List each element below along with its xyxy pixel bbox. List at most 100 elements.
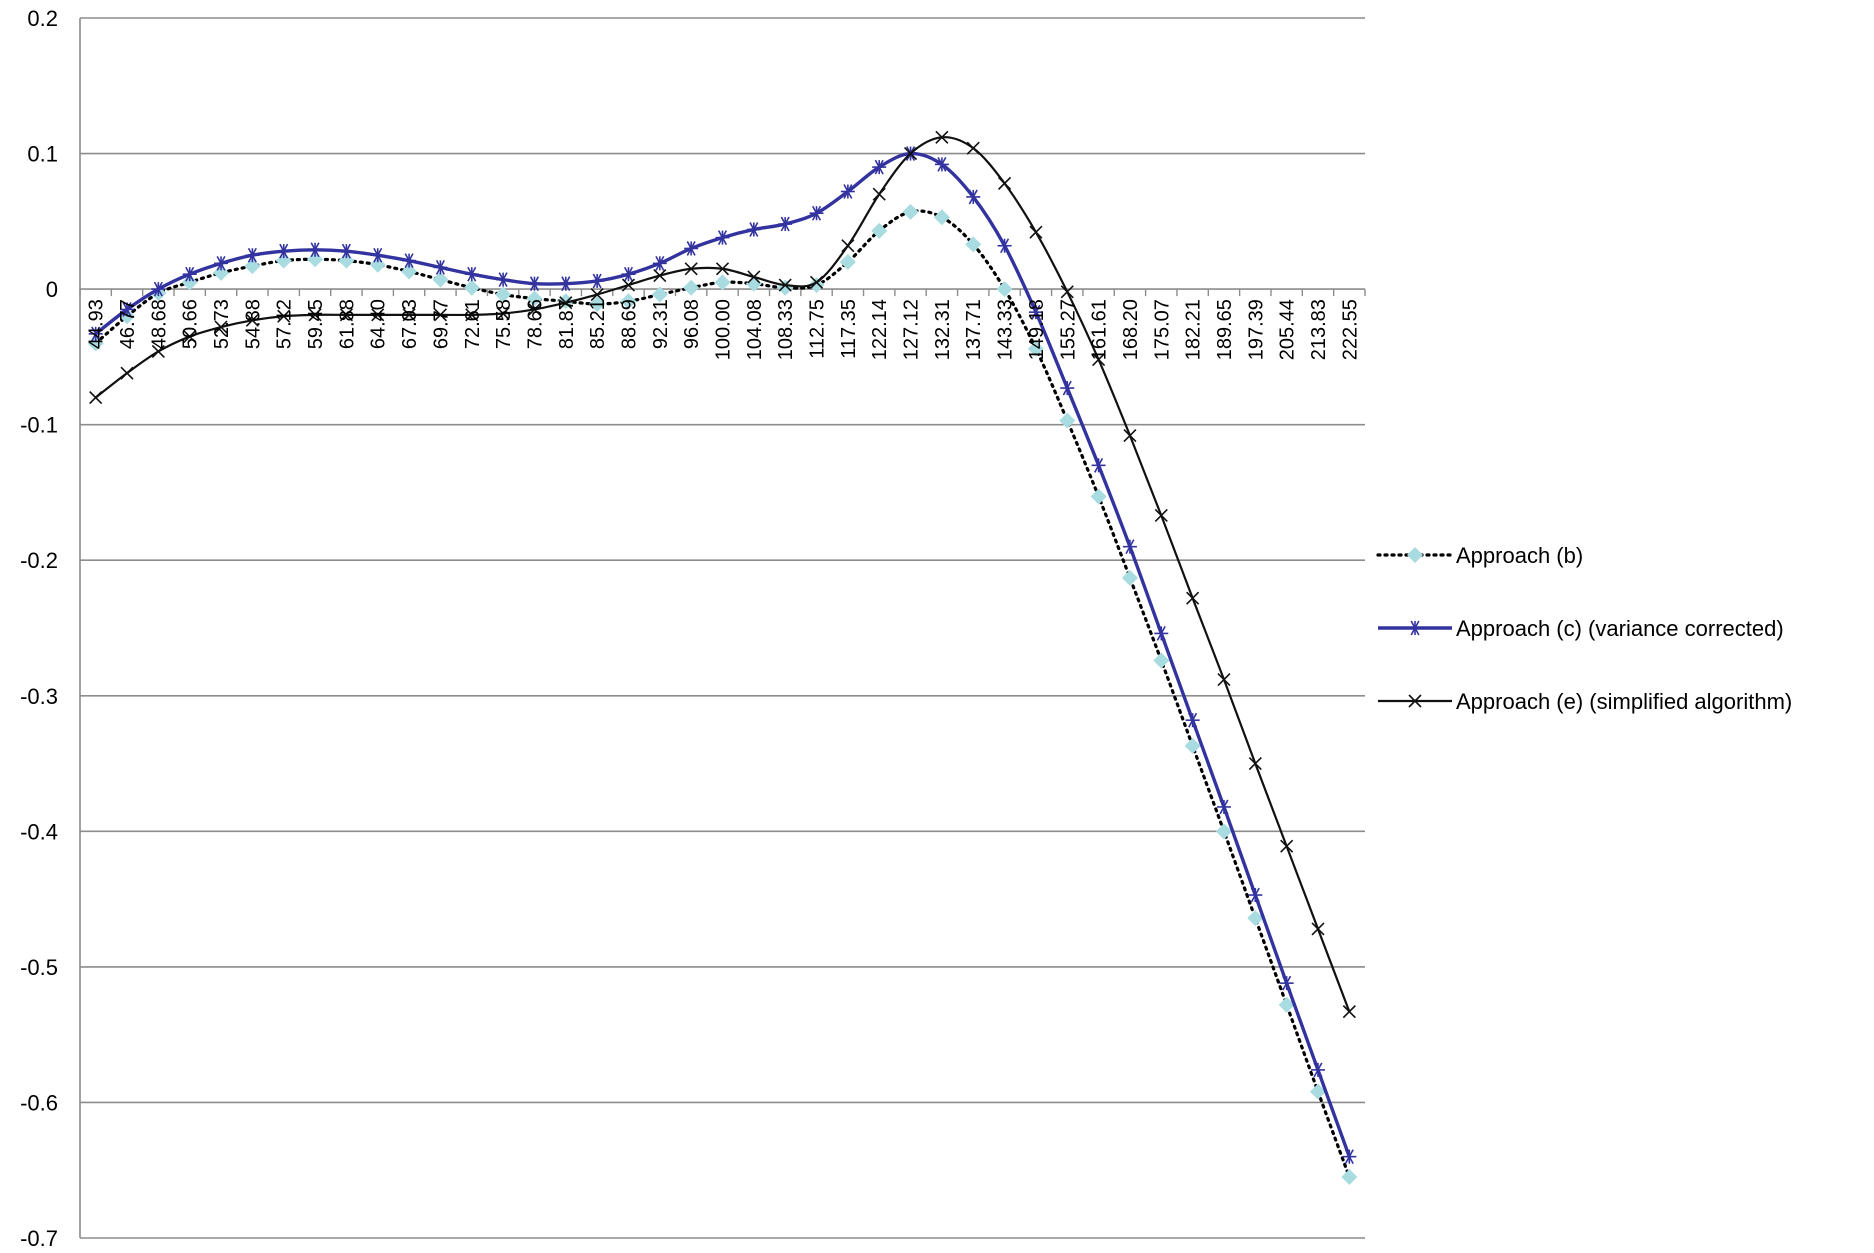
- data-point: [903, 146, 918, 161]
- data-point: [651, 286, 668, 303]
- data-point: [433, 260, 448, 275]
- x-tick-label: 100.00: [713, 299, 735, 360]
- data-point: [935, 130, 949, 144]
- y-tick-label: -0.6: [20, 1090, 58, 1115]
- data-point: [684, 262, 698, 276]
- data-point: [87, 335, 104, 352]
- data-point: [621, 266, 636, 282]
- data-point: [558, 276, 573, 292]
- data-point: [495, 286, 512, 303]
- data-point: [1121, 569, 1138, 586]
- data-point: [214, 255, 229, 271]
- data-point: [338, 252, 355, 269]
- x-tick-label: 64.40: [368, 299, 390, 349]
- data-point: [997, 238, 1012, 254]
- x-tick-label: 78.66: [524, 299, 546, 349]
- x-tick-label: 50.66: [180, 299, 202, 349]
- data-point: [808, 277, 825, 294]
- data-point: [151, 344, 165, 359]
- data-point: [934, 157, 949, 172]
- data-point: [684, 241, 699, 256]
- data-point: [998, 176, 1012, 190]
- x-tick-label: 88.69: [618, 299, 640, 349]
- data-point: [590, 273, 605, 289]
- data-point: [1342, 1005, 1356, 1019]
- data-point: [465, 308, 479, 322]
- data-point: [559, 296, 573, 310]
- data-point: [1217, 672, 1231, 687]
- data-point: [402, 253, 417, 269]
- y-tick-label: -0.7: [20, 1226, 58, 1248]
- data-point: [1028, 304, 1043, 320]
- x-tick-label: 59.45: [305, 299, 327, 349]
- data-point: [589, 296, 606, 313]
- x-tick-label: 197.39: [1245, 299, 1267, 360]
- data-point: [809, 205, 824, 221]
- data-point: [1060, 380, 1075, 396]
- legend-item: Approach (c) (variance corrected): [1378, 616, 1784, 641]
- data-point: [214, 320, 228, 334]
- data-point: [527, 302, 542, 317]
- data-point: [182, 266, 197, 282]
- x-tick-label: 112.75: [807, 299, 829, 359]
- x-tick-label: 44.93: [86, 299, 108, 349]
- data-point: [1341, 1169, 1358, 1185]
- data-point: [1248, 887, 1263, 903]
- x-axis-ticks: 44.93 46.77 48.68 50.66 52.73 54.88 57.12 59.45…: [86, 299, 1362, 360]
- data-point: [275, 252, 292, 269]
- data-point: [841, 239, 855, 253]
- series-1: [87, 203, 1358, 1185]
- data-point: [557, 293, 574, 310]
- legend-label: Approach (e) (simplified algorithm): [1456, 689, 1792, 714]
- data-point: [1027, 340, 1044, 357]
- data-point: [683, 279, 700, 296]
- data-point: [1091, 457, 1106, 473]
- y-axis-ticks: 0.2 0.1 0 -0.1 -0.2 -0.3 -0.4 -0.5 -0.6 -0.7: [20, 6, 58, 1251]
- data-point: [464, 266, 479, 282]
- x-tick-label: 72.61: [462, 299, 484, 349]
- data-point: [1309, 1083, 1326, 1100]
- data-point: [402, 308, 416, 322]
- data-point: [745, 275, 762, 292]
- data-point: [747, 270, 761, 284]
- x-tick-label: 161.61: [1089, 299, 1111, 360]
- data-point: [1123, 428, 1137, 443]
- series-2: [88, 146, 1357, 1165]
- data-point: [620, 293, 637, 310]
- data-point: [1310, 1062, 1325, 1078]
- data-point: [871, 222, 888, 239]
- x-tick-label: 117.35: [838, 299, 860, 359]
- data-point: [872, 187, 886, 201]
- x-tick-label: 69.77: [430, 299, 452, 349]
- y-tick-label: 0: [46, 277, 58, 302]
- data-point: [1029, 225, 1043, 239]
- data-point: [527, 276, 542, 292]
- x-tick-label: 61.88: [336, 299, 358, 349]
- series-layer: [87, 130, 1358, 1185]
- data-point: [463, 279, 480, 296]
- x-tick-label: 46.77: [117, 299, 139, 349]
- x-tick-label: 54.88: [242, 299, 264, 349]
- data-point: [1248, 756, 1262, 771]
- data-point: [1216, 799, 1231, 815]
- data-point: [245, 313, 259, 327]
- data-point: [996, 281, 1013, 298]
- x-tick-label: 175.07: [1151, 299, 1173, 360]
- data-point: [966, 189, 981, 205]
- series-3: [89, 130, 1356, 1019]
- data-point: [902, 203, 919, 220]
- data-point: [151, 281, 166, 297]
- x-tick-label: 57.12: [274, 299, 296, 349]
- x-tick-label: 92.31: [650, 299, 672, 349]
- x-tick-label: 85.21: [587, 299, 609, 349]
- data-point: [653, 268, 667, 283]
- data-point: [1060, 285, 1074, 299]
- data-point: [213, 264, 230, 281]
- data-point: [965, 236, 982, 253]
- data-point: [371, 308, 385, 322]
- data-point: [1090, 488, 1107, 505]
- x-tick-label: 143.33: [995, 299, 1017, 360]
- data-point: [370, 247, 385, 263]
